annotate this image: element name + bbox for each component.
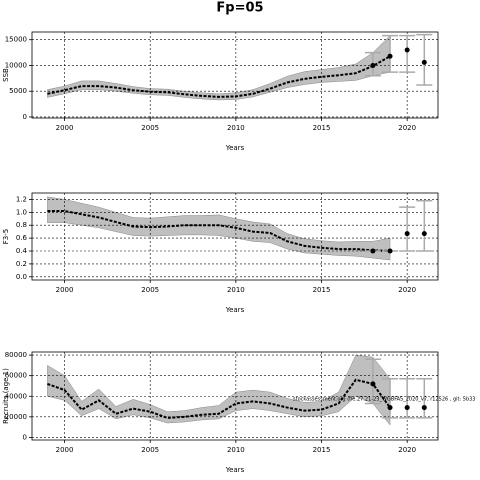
error-bar (382, 378, 399, 419)
y-tick-label: 0.2 (16, 260, 27, 268)
y-tick-label: 1.0 (16, 208, 27, 216)
confidence-band (47, 35, 391, 101)
y-tick-label: 40000 (5, 392, 27, 400)
confidence-band (47, 196, 391, 261)
x-axis-label: Years (225, 144, 245, 152)
y-tick-label: 60000 (5, 372, 27, 380)
axes-frame (31, 351, 439, 441)
point (387, 405, 393, 411)
y-tick-label: 80000 (5, 351, 27, 359)
y-axis-label: F3-5 (2, 229, 10, 244)
point (404, 231, 410, 237)
point (387, 248, 393, 254)
panel: 0 5000 10000 15000 2000 2005 2010 2015 2020 Years… (2, 31, 439, 152)
error-bar (416, 199, 433, 252)
x-tick-label: 2015 (313, 446, 331, 454)
x-tick-label: 2005 (141, 286, 159, 294)
error-bar (416, 33, 433, 86)
error-bar (399, 378, 416, 419)
x-tick-label: 2020 (398, 286, 416, 294)
y-tick-label: 10000 (5, 61, 27, 69)
y-tick-label: 0.6 (16, 234, 28, 242)
panel: 0 20000 40000 60000 80000 2000 2005 2010 2015 202… (2, 351, 476, 474)
figure-title: Fp=05 (216, 1, 263, 16)
x-tick-label: 2020 (398, 124, 416, 132)
y-axis-label: Recruits (age 1) (2, 368, 10, 424)
y-tick-label: 1.2 (16, 195, 27, 203)
y-axis-label: SSB (2, 68, 10, 82)
y-tick-label: 5000 (9, 87, 27, 95)
point (421, 59, 427, 65)
x-tick-label: 2000 (56, 286, 74, 294)
x-tick-label: 2020 (398, 446, 416, 454)
median-line (47, 55, 391, 98)
point (421, 231, 427, 237)
median-line (47, 210, 391, 252)
y-tick-label: 0.0 (16, 273, 27, 281)
point (370, 381, 376, 387)
x-tick-label: 2010 (227, 124, 245, 132)
point (370, 248, 376, 254)
axes-frame (31, 31, 439, 119)
x-tick-label: 2010 (227, 446, 245, 454)
annotation: stockassessment.org (fle.27.21-23_WGBFAS… (293, 397, 476, 403)
error-bar (364, 358, 381, 405)
y-tick-label: 0 (23, 113, 27, 121)
x-tick-label: 2000 (56, 124, 74, 132)
error-bar (399, 34, 416, 73)
x-tick-label: 2000 (56, 446, 74, 454)
x-tick-label: 2015 (313, 124, 331, 132)
y-tick-label: 20000 (5, 413, 27, 421)
error-bar (416, 378, 433, 419)
point (404, 405, 410, 411)
point (370, 62, 376, 68)
y-tick-label: 0.4 (16, 247, 28, 255)
point (404, 47, 410, 53)
y-tick-label: 0 (23, 433, 27, 441)
point (421, 405, 427, 411)
y-tick-label: 15000 (5, 36, 27, 44)
x-tick-label: 2015 (313, 286, 331, 294)
y-tick-label: 0.8 (16, 221, 27, 229)
x-tick-label: 2005 (141, 124, 159, 132)
x-tick-label: 2005 (141, 446, 159, 454)
median-line (47, 378, 391, 419)
x-tick-label: 2010 (227, 286, 245, 294)
point (387, 53, 393, 59)
x-axis-label: Years (225, 466, 245, 474)
axes-frame (31, 192, 439, 281)
error-bar (399, 206, 416, 252)
panel: 0.0 0.2 0.4 0.6 0.8 1.0 1.2 2000 2005 2010 2015 202… (2, 192, 439, 314)
x-axis-label: Years (225, 306, 245, 314)
